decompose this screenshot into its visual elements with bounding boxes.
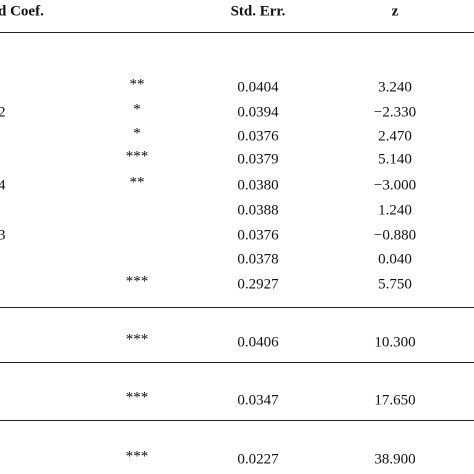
significance-stars: *** [125, 273, 149, 290]
significance-stars: ** [129, 174, 145, 191]
significance-stars: *** [125, 389, 149, 406]
z-cell: 3.240 [378, 79, 412, 96]
significance-stars: *** [125, 148, 149, 165]
z-cell: 1.240 [378, 202, 412, 219]
header-z: z [391, 3, 399, 20]
std-err-cell: 0.0376 [237, 128, 279, 145]
std-err-cell: 0.0347 [237, 392, 279, 409]
std-err-cell: 0.2927 [237, 276, 279, 293]
std-err-cell: 0.0394 [237, 104, 279, 121]
significance-stars: *** [125, 448, 149, 465]
significance-stars: ** [129, 76, 145, 93]
z-cell: 5.140 [378, 151, 412, 168]
z-cell: 5.750 [378, 276, 412, 293]
z-cell: 2.470 [378, 128, 412, 145]
z-cell: 17.650 [374, 392, 416, 409]
section-rule [0, 420, 474, 421]
std-err-cell: 0.0227 [237, 451, 279, 468]
row-label: 4 [0, 177, 6, 194]
z-cell: −3.000 [373, 177, 417, 194]
std-err-cell: 0.0379 [237, 151, 279, 168]
std-err-cell: 0.0406 [237, 334, 279, 351]
section-rule [0, 307, 474, 308]
header-rule [0, 32, 474, 33]
z-cell: −2.330 [373, 104, 417, 121]
std-err-cell: 0.0378 [237, 251, 279, 268]
significance-stars: * [133, 101, 141, 118]
std-err-cell: 0.0380 [237, 177, 279, 194]
section-rule [0, 362, 474, 363]
header-std-err: Std. Err. [230, 3, 286, 20]
header-coef: d Coef. [0, 3, 44, 20]
z-cell: 0.040 [378, 251, 412, 268]
significance-stars: * [133, 125, 141, 142]
significance-stars: *** [125, 331, 149, 348]
std-err-cell: 0.0376 [237, 227, 279, 244]
row-label: 2 [0, 104, 6, 121]
row-label: 3 [0, 227, 6, 244]
std-err-cell: 0.0388 [237, 202, 279, 219]
std-err-cell: 0.0404 [237, 79, 279, 96]
z-cell: 10.300 [374, 334, 416, 351]
z-cell: 38.900 [374, 451, 416, 468]
z-cell: −0.880 [373, 227, 417, 244]
